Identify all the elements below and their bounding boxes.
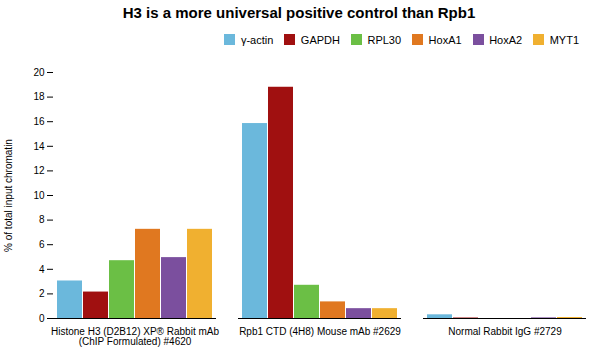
svg-text:16: 16 bbox=[33, 115, 45, 126]
svg-text:Histone H3 (D2B12) XP® Rabbit: Histone H3 (D2B12) XP® Rabbit mAb(ChIP F… bbox=[51, 325, 219, 346]
svg-text:0: 0 bbox=[39, 312, 45, 323]
svg-text:20: 20 bbox=[33, 66, 45, 77]
svg-text:Rpb1 CTD (4H8) Mouse mAb #2629: Rpb1 CTD (4H8) Mouse mAb #2629 bbox=[239, 325, 401, 336]
svg-text:8: 8 bbox=[39, 214, 45, 225]
svg-text:% of total input chromatin: % of total input chromatin bbox=[3, 139, 14, 252]
svg-text:14: 14 bbox=[33, 140, 45, 151]
svg-text:12: 12 bbox=[33, 165, 45, 176]
html-text:H3 is a more universal positiv: H3 is a more universal positive control … bbox=[122, 4, 476, 21]
html-text:γ-actin: γ-actin bbox=[240, 33, 274, 46]
svg-text:Normal Rabbit IgG #2729: Normal Rabbit IgG #2729 bbox=[448, 325, 562, 336]
svg-text:6: 6 bbox=[39, 238, 45, 249]
svg-text:18: 18 bbox=[33, 91, 45, 102]
html-text:GAPDH: GAPDH bbox=[300, 33, 340, 46]
html-text:HoxA2: HoxA2 bbox=[489, 33, 523, 46]
svg-text:10: 10 bbox=[33, 189, 45, 200]
html-text:RPL30: RPL30 bbox=[367, 33, 402, 46]
html-text:MYT1: MYT1 bbox=[549, 33, 579, 46]
svg-text:4: 4 bbox=[39, 263, 45, 274]
svg-text:2: 2 bbox=[39, 288, 45, 299]
html-text:HoxA1: HoxA1 bbox=[428, 33, 462, 46]
